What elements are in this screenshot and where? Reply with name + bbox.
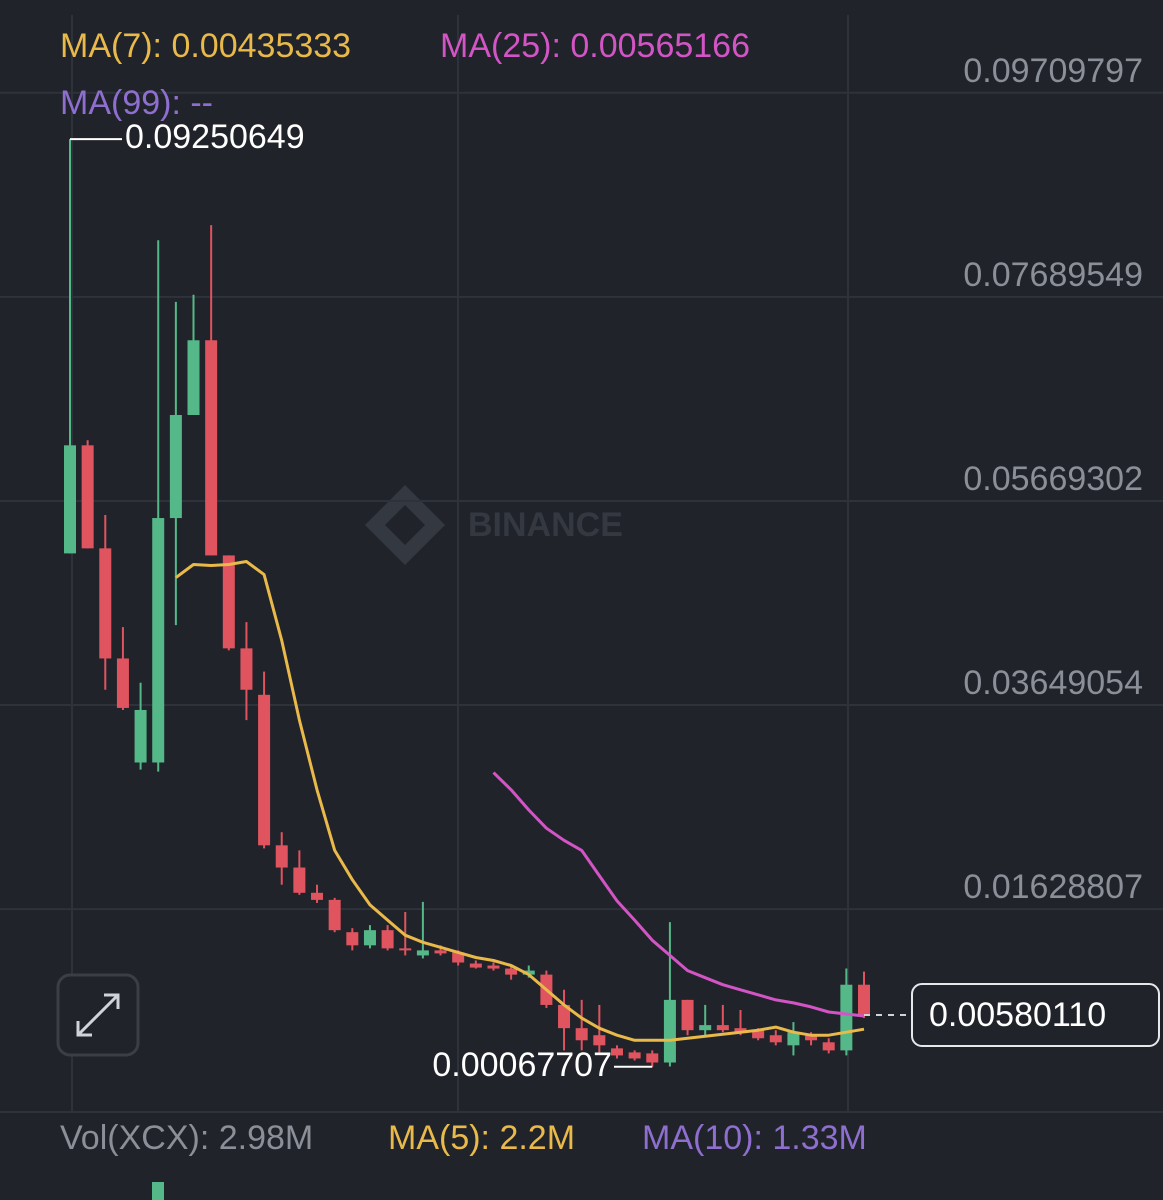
current-price-box bbox=[911, 983, 1160, 1048]
candle-body bbox=[716, 1025, 729, 1031]
candle-body bbox=[134, 709, 147, 763]
candle-body bbox=[152, 518, 165, 763]
candle-body bbox=[840, 984, 853, 1051]
candle-body bbox=[416, 950, 429, 956]
candle-body bbox=[381, 930, 394, 949]
candle-body bbox=[858, 984, 870, 1016]
candle-body bbox=[646, 1053, 659, 1063]
volume-legend-entry: MA(5): 2.2M bbox=[388, 1119, 575, 1157]
candle-body bbox=[469, 963, 482, 968]
candle-body bbox=[258, 694, 271, 846]
legend-entry: MA(7): 0.00435333 bbox=[60, 27, 351, 65]
y-tick-label: 0.05669302 bbox=[963, 460, 1143, 498]
volume-legend-entry: Vol(XCX): 2.98M bbox=[60, 1119, 313, 1157]
candle-body bbox=[346, 932, 359, 946]
candle-body bbox=[769, 1035, 782, 1043]
candle-body bbox=[610, 1048, 623, 1056]
candle-body bbox=[116, 658, 129, 708]
candle-body bbox=[681, 999, 694, 1031]
candle-body bbox=[240, 648, 253, 690]
candle-body bbox=[787, 1032, 800, 1046]
candle-body bbox=[522, 970, 535, 975]
ma-line bbox=[492, 771, 865, 1018]
candle-body bbox=[734, 1028, 747, 1033]
low-label: 0.00067707 bbox=[432, 1046, 612, 1084]
watermark-logo bbox=[365, 485, 445, 565]
candle-body bbox=[575, 1028, 588, 1041]
candle-body bbox=[99, 548, 112, 659]
candle-body bbox=[205, 340, 218, 556]
candle-body bbox=[434, 950, 447, 954]
candle-body bbox=[699, 1025, 712, 1031]
candle-body bbox=[187, 340, 200, 416]
grid-vertical bbox=[0, 15, 1163, 1113]
current-price-label: 0.00580110 bbox=[929, 996, 1106, 1034]
candle-body bbox=[628, 1052, 641, 1059]
candle-body bbox=[558, 1004, 571, 1029]
expand-icon[interactable] bbox=[76, 993, 120, 1037]
candle-body bbox=[452, 952, 465, 963]
legend-entry: MA(25): 0.00565166 bbox=[440, 27, 750, 65]
watermark: BINANCE bbox=[365, 485, 623, 565]
candle-body bbox=[363, 930, 376, 946]
candle-body bbox=[505, 968, 518, 975]
high-label: 0.09250649 bbox=[125, 118, 305, 156]
candle-body bbox=[752, 1030, 765, 1039]
candle-body bbox=[275, 845, 288, 868]
volume-bar-partial bbox=[152, 1182, 164, 1200]
expand-button[interactable] bbox=[56, 973, 140, 1057]
candle-body bbox=[293, 867, 306, 893]
candle-body bbox=[81, 445, 94, 549]
candle-body bbox=[311, 892, 324, 900]
legend-entry: MA(99): -- bbox=[60, 84, 213, 122]
candle-body bbox=[593, 1035, 606, 1046]
candle-body bbox=[822, 1042, 835, 1051]
candle-body bbox=[805, 1035, 818, 1041]
candle-body bbox=[328, 899, 341, 931]
y-tick-label: 0.09709797 bbox=[963, 52, 1143, 90]
ma-line bbox=[175, 560, 865, 1042]
candle-body bbox=[169, 415, 182, 519]
candle-body bbox=[222, 555, 235, 649]
volume-legend-entry: MA(10): 1.33M bbox=[642, 1119, 867, 1157]
candle-body bbox=[399, 948, 412, 951]
y-tick-label: 0.03649054 bbox=[963, 664, 1143, 702]
y-tick-label: 0.01628807 bbox=[963, 868, 1143, 906]
y-tick-label: 0.07689549 bbox=[963, 256, 1143, 294]
candle-body bbox=[663, 999, 676, 1063]
candle-body bbox=[487, 965, 500, 969]
watermark-text: BINANCE bbox=[468, 506, 623, 544]
candle-body bbox=[64, 445, 76, 554]
